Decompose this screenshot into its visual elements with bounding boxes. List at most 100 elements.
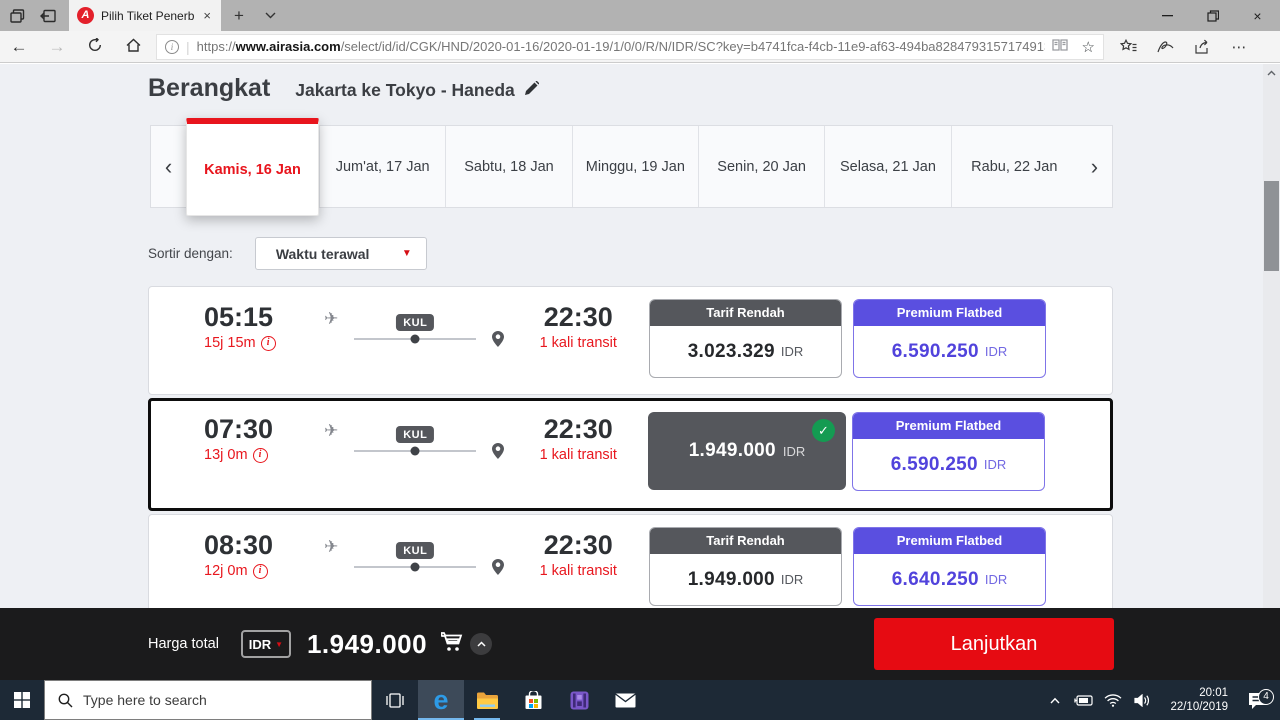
depart-time: 07:30 [204,414,274,444]
media-app-icon[interactable] [556,680,602,720]
browser-tab[interactable]: A Pilih Tiket Penerbangan × [69,0,221,31]
address-bar[interactable]: i | https://www.airasia.com/select/id/id… [156,33,1104,60]
plane-icon: ✈ [324,309,339,328]
web-note-pen-icon[interactable] [1147,40,1184,54]
selected-check-icon: ✓ [812,419,835,442]
taskbar-clock[interactable]: 20:01 22/10/2019 [1170,687,1228,713]
volume-icon[interactable] [1127,693,1156,707]
tab-close-icon[interactable]: × [203,8,211,23]
search-icon [58,693,73,707]
date-tab-4[interactable]: Senin, 20 Jan [697,126,824,207]
flight-row: 05:15 15j 15m i ✈ KUL 22:30 1 kali transi… [148,286,1113,395]
cart-icon[interactable] [439,631,463,657]
transit-count: 1 kali transit [539,563,617,579]
arrive-time: 22:30 [543,302,613,332]
edge-taskbar-icon[interactable]: e [418,680,464,720]
depart-time: 05:15 [204,302,274,332]
route-line: KUL [354,542,477,572]
close-button[interactable]: × [1253,7,1262,24]
battery-icon[interactable] [1069,694,1098,706]
tray-show-hidden-icon[interactable] [1040,697,1069,704]
economy-fare-card[interactable]: Tarif Rendah 1.949.000 IDR [649,527,842,606]
duration: 15j 15m [204,335,256,351]
search-input[interactable] [83,692,323,708]
notification-count-badge: 4 [1258,688,1274,705]
task-view-icon[interactable] [372,680,418,720]
share-icon[interactable] [1184,39,1221,54]
refresh-icon[interactable] [76,36,114,57]
date-tab-2[interactable]: Sabtu, 18 Jan [445,126,571,207]
caret-down-icon: ▼ [401,248,412,259]
continue-button[interactable]: Lanjutkan [874,618,1114,670]
microsoft-store-icon[interactable] [510,680,556,720]
home-icon[interactable] [114,37,152,57]
total-label: Harga total [148,636,219,652]
wifi-icon[interactable] [1098,693,1127,707]
total-bar: Harga total IDR ▼ 1.949.000 Lanjutkan [0,608,1280,680]
new-tab-button[interactable]: + [234,5,244,25]
location-pin-icon [492,559,505,580]
browser-titlebar: A Pilih Tiket Penerbangan × + × [0,0,1280,31]
scrollbar[interactable] [1263,64,1280,608]
sort-label: Sortir dengan: [148,246,233,261]
scrollbar-up-icon[interactable] [1263,64,1280,81]
date-tab-3[interactable]: Minggu, 19 Jan [571,126,698,207]
expand-total-chevron-icon[interactable] [470,633,493,655]
tab-list-chevron-icon[interactable] [257,0,284,31]
date-tab-5[interactable]: Selasa, 21 Jan [824,126,950,207]
depart-time: 08:30 [204,530,274,560]
sort-dropdown[interactable]: Waktu terawal ▼ [254,237,427,270]
add-favorite-star-icon[interactable]: ☆ [1081,38,1095,56]
economy-fare-card[interactable]: Tarif Rendah 3.023.329 IDR [649,299,842,378]
duration-info-icon[interactable]: i [260,335,276,351]
transit-count: 1 kali transit [539,335,617,351]
url-text: https://www.airasia.com/select/id/id/CGK… [196,39,1045,54]
more-options-icon[interactable]: ⋯ [1231,38,1248,56]
tab-title: Pilih Tiket Penerbangan [101,8,195,23]
start-button[interactable] [0,680,44,720]
route-line: KUL [354,314,477,344]
restore-button[interactable] [1190,0,1235,31]
site-info-icon[interactable]: i [165,39,179,54]
date-tab-0[interactable]: Kamis, 16 Jan [186,118,319,216]
duration-info-icon[interactable]: i [252,447,268,463]
currency-dropdown[interactable]: IDR ▼ [240,630,291,658]
mail-icon[interactable] [602,680,648,720]
favorites-hub-icon[interactable] [1110,39,1147,54]
taskbar-search[interactable] [44,680,372,720]
route-text: Jakarta ke Tokyo - Haneda [295,80,515,100]
action-center-icon[interactable]: 4 [1234,688,1280,709]
flight-select-page: Berangkat Jakarta ke Tokyo - Haneda ‹ Ka… [0,64,1280,608]
premium-fare-card[interactable]: Premium Flatbed 6.640.250 IDR [853,527,1046,606]
duration: 12j 0m [204,563,248,579]
forward-icon[interactable]: → [48,36,66,56]
minimize-button[interactable] [1145,0,1190,31]
dates-prev-icon[interactable]: ‹ [164,153,173,179]
reading-view-icon[interactable] [1051,38,1068,56]
scrollbar-thumb[interactable] [1264,181,1279,271]
location-pin-icon [492,331,505,352]
economy-fare-card-selected[interactable]: 1.949.000 IDR ✓ [648,412,846,490]
windows-taskbar: e 20:01 22/10/2019 4 [0,680,1280,720]
set-tabs-aside-icon[interactable] [40,9,56,23]
arrive-time: 22:30 [543,414,613,444]
transit-count: 1 kali transit [539,447,617,463]
transit-airport-badge: KUL [396,542,435,559]
airasia-favicon: A [77,7,94,24]
back-icon[interactable]: ← [10,36,28,56]
premium-fare-card[interactable]: Premium Flatbed 6.590.250 IDR [853,299,1046,378]
edit-route-pencil-icon[interactable] [524,80,540,101]
transit-airport-badge: KUL [396,426,435,443]
file-explorer-icon[interactable] [464,680,510,720]
date-strip: ‹ Kamis, 16 Jan Jum'at, 17 Jan Sabtu, 18… [150,118,1113,216]
plane-icon: ✈ [324,537,339,556]
tabs-preview-icon[interactable] [10,8,25,23]
date-tab-1[interactable]: Jum'at, 17 Jan [319,126,445,207]
total-price: 1.949.000 [306,628,428,659]
flight-row: 08:30 12j 0m i ✈ KUL 22:30 1 kali transit… [148,514,1113,608]
dates-next-icon[interactable]: › [1090,153,1099,179]
premium-fare-card[interactable]: Premium Flatbed 6.590.250 IDR [852,412,1045,491]
plane-icon: ✈ [324,421,339,440]
duration-info-icon[interactable]: i [252,563,268,579]
date-tab-6[interactable]: Rabu, 22 Jan [950,126,1077,207]
